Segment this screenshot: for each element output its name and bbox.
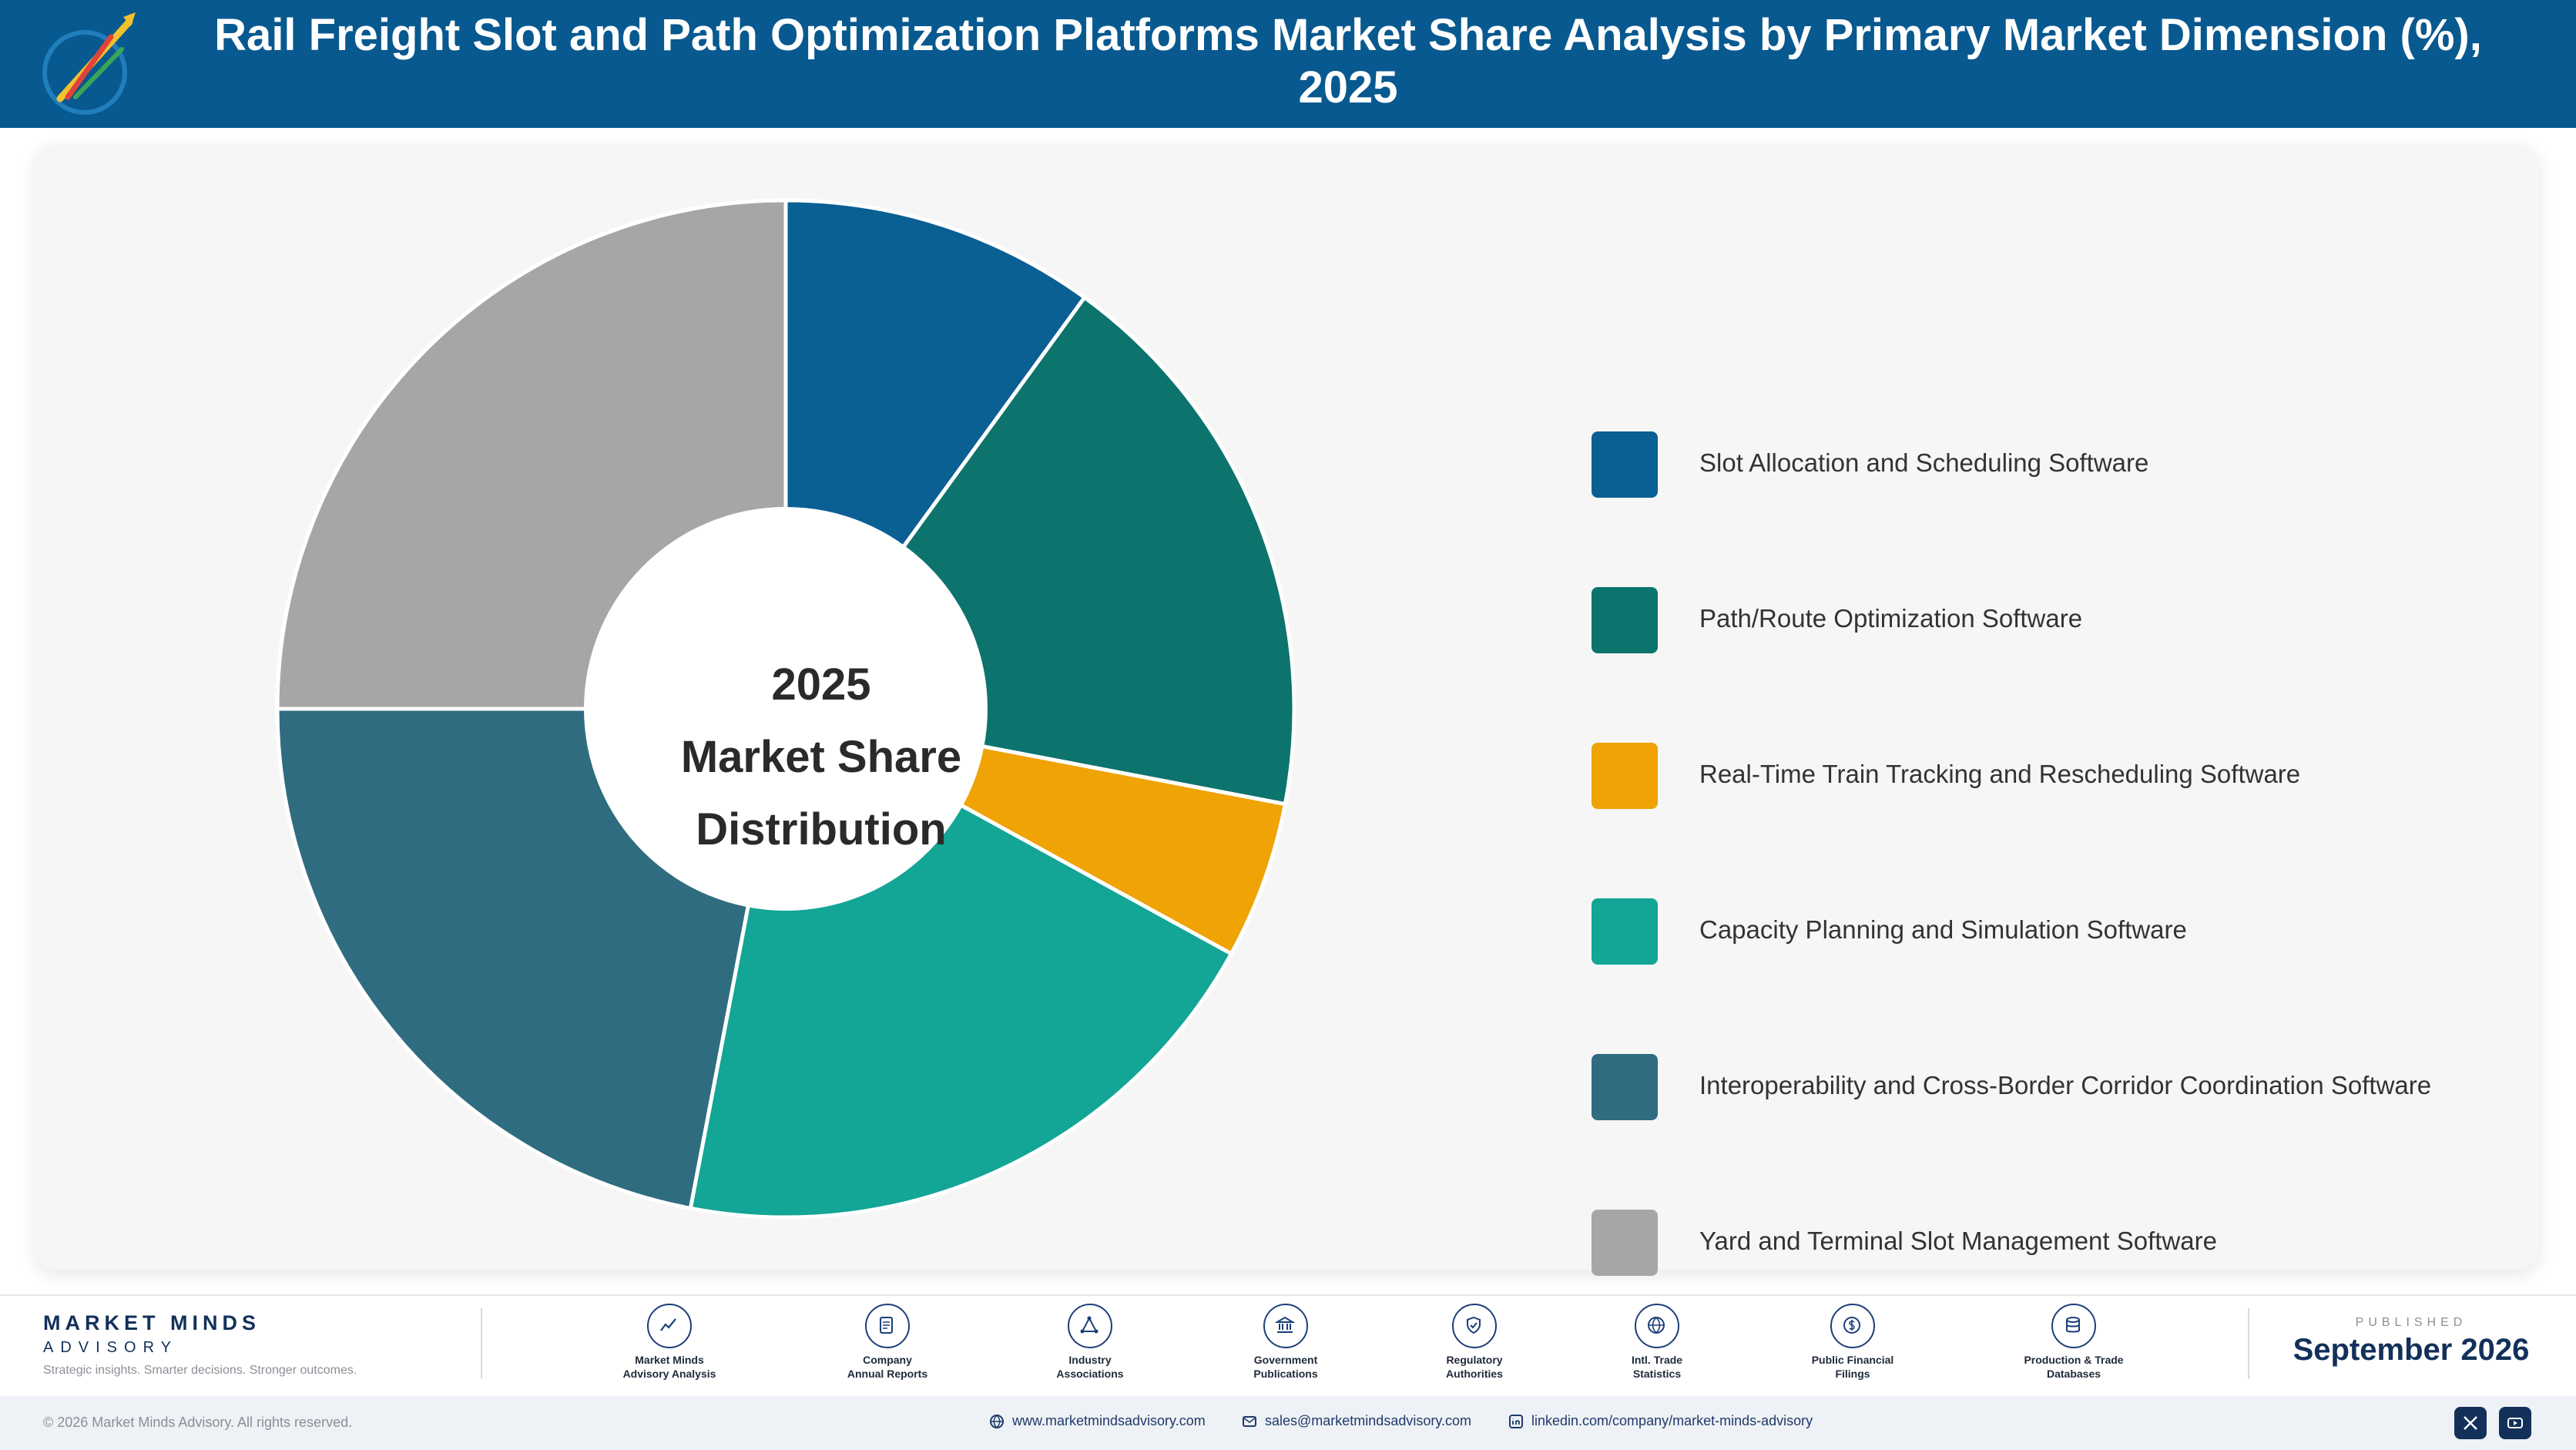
center-label-line-2: Market Share	[680, 732, 962, 782]
source-item: Production & Trade Databases	[1997, 1304, 2151, 1381]
source-label: Intl. Trade Statistics	[1631, 1354, 1683, 1380]
legend-label: Yard and Terminal Slot Management Softwa…	[1699, 1227, 2217, 1255]
linkedin-text: linkedin.com/company/market-minds-adviso…	[1531, 1413, 1813, 1428]
legend-swatch	[1592, 1054, 1658, 1120]
source-item: Company Annual Reports	[810, 1304, 964, 1381]
legend-label: Real-Time Train Tracking and Reschedulin…	[1699, 760, 2301, 788]
youtube-icon	[2507, 1418, 2523, 1428]
source-label: Public Financial Filings	[1811, 1354, 1894, 1380]
legend-swatch	[1592, 898, 1658, 965]
center-label-line-3: Distribution	[696, 804, 947, 854]
published-label: PUBLISHED	[2355, 1316, 2467, 1329]
source-label: Production & Trade Databases	[2024, 1354, 2124, 1380]
legend-item: Interoperability and Cross-Border Corrid…	[1592, 1054, 2516, 1120]
legend-label: Slot Allocation and Scheduling Software	[1699, 448, 2149, 477]
x-icon	[2464, 1416, 2477, 1430]
legend-item: Slot Allocation and Scheduling Software	[1592, 431, 2516, 498]
brand-name: MARKET MINDS	[43, 1311, 260, 1334]
source-item: Public Financial Filings	[1776, 1304, 1930, 1381]
legend-item: Path/Route Optimization Software	[1592, 587, 2516, 653]
dollar-coin-icon	[1830, 1304, 1875, 1348]
source-item: Regulatory Authorities	[1397, 1304, 1551, 1381]
legend-swatch	[1592, 743, 1658, 809]
network-icon	[1068, 1304, 1112, 1348]
donut-hole	[584, 507, 988, 911]
legend-swatch	[1592, 1210, 1658, 1276]
globe-icon	[990, 1415, 1004, 1429]
page-title: Rail Freight Slot and Path Optimization …	[214, 10, 2482, 112]
source-item: Industry Associations	[1013, 1304, 1167, 1381]
center-label-line-1: 2025	[771, 660, 871, 710]
source-item: Government Publications	[1209, 1304, 1363, 1381]
source-label: Company Annual Reports	[847, 1354, 928, 1380]
footer-divider	[2248, 1308, 2249, 1379]
email-link[interactable]: sales@marketmindsadvisory.com	[1242, 1413, 1471, 1429]
mail-icon	[1243, 1416, 1256, 1428]
website-link[interactable]: www.marketmindsadvisory.com	[989, 1413, 1206, 1429]
legend-item: Yard and Terminal Slot Management Softwa…	[1592, 1210, 2516, 1276]
source-item: Intl. Trade Statistics	[1580, 1304, 1734, 1381]
legend-label: Interoperability and Cross-Border Corrid…	[1699, 1071, 2432, 1099]
document-icon	[865, 1304, 910, 1348]
header-bar: Rail Freight Slot and Path Optimization …	[0, 0, 2576, 128]
market-minds-logo-icon	[42, 12, 136, 115]
x-social-button[interactable]	[2454, 1407, 2487, 1439]
linkedin-link[interactable]: linkedin.com/company/market-minds-adviso…	[1508, 1413, 1813, 1429]
globe-icon	[1635, 1304, 1679, 1348]
website-text: www.marketmindsadvisory.com	[1012, 1413, 1206, 1428]
footer-divider	[481, 1308, 482, 1379]
source-label: Regulatory Authorities	[1446, 1354, 1503, 1380]
email-text: sales@marketmindsadvisory.com	[1265, 1413, 1472, 1428]
database-icon	[2051, 1304, 2096, 1348]
legend-label: Capacity Planning and Simulation Softwar…	[1699, 915, 2187, 944]
brand-subtitle: ADVISORY	[43, 1339, 178, 1356]
legend-item: Capacity Planning and Simulation Softwar…	[1592, 898, 2516, 965]
brand-tagline: Strategic insights. Smarter decisions. S…	[43, 1364, 357, 1377]
legend-label: Path/Route Optimization Software	[1699, 604, 2083, 633]
source-label: Industry Associations	[1056, 1354, 1124, 1380]
legend-item: Real-Time Train Tracking and Reschedulin…	[1592, 743, 2516, 809]
linkedin-icon	[1509, 1415, 1523, 1429]
legend-swatch	[1592, 587, 1658, 653]
published-date: September 2026	[2293, 1333, 2530, 1367]
source-label: Market Minds Advisory Analysis	[622, 1354, 716, 1380]
footer: MARKET MINDS ADVISORY Strategic insights…	[0, 1294, 2576, 1396]
legend-swatch	[1592, 431, 1658, 498]
donut-chart	[275, 198, 1296, 1220]
source-label: Government Publications	[1253, 1354, 1318, 1380]
youtube-social-button[interactable]	[2499, 1407, 2531, 1439]
bottom-bar: © 2026 Market Minds Advisory. All rights…	[0, 1396, 2576, 1450]
government-building-icon	[1263, 1304, 1308, 1348]
donut-center-label: 2025 Market Share Distribution	[621, 649, 1021, 866]
source-item: Market Minds Advisory Analysis	[592, 1304, 746, 1381]
chart-card: 2025 Market Share Distribution Slot Allo…	[35, 145, 2539, 1276]
shield-check-icon	[1452, 1304, 1497, 1348]
chart-line-icon	[647, 1304, 692, 1348]
copyright-text: © 2026 Market Minds Advisory. All rights…	[43, 1415, 353, 1430]
